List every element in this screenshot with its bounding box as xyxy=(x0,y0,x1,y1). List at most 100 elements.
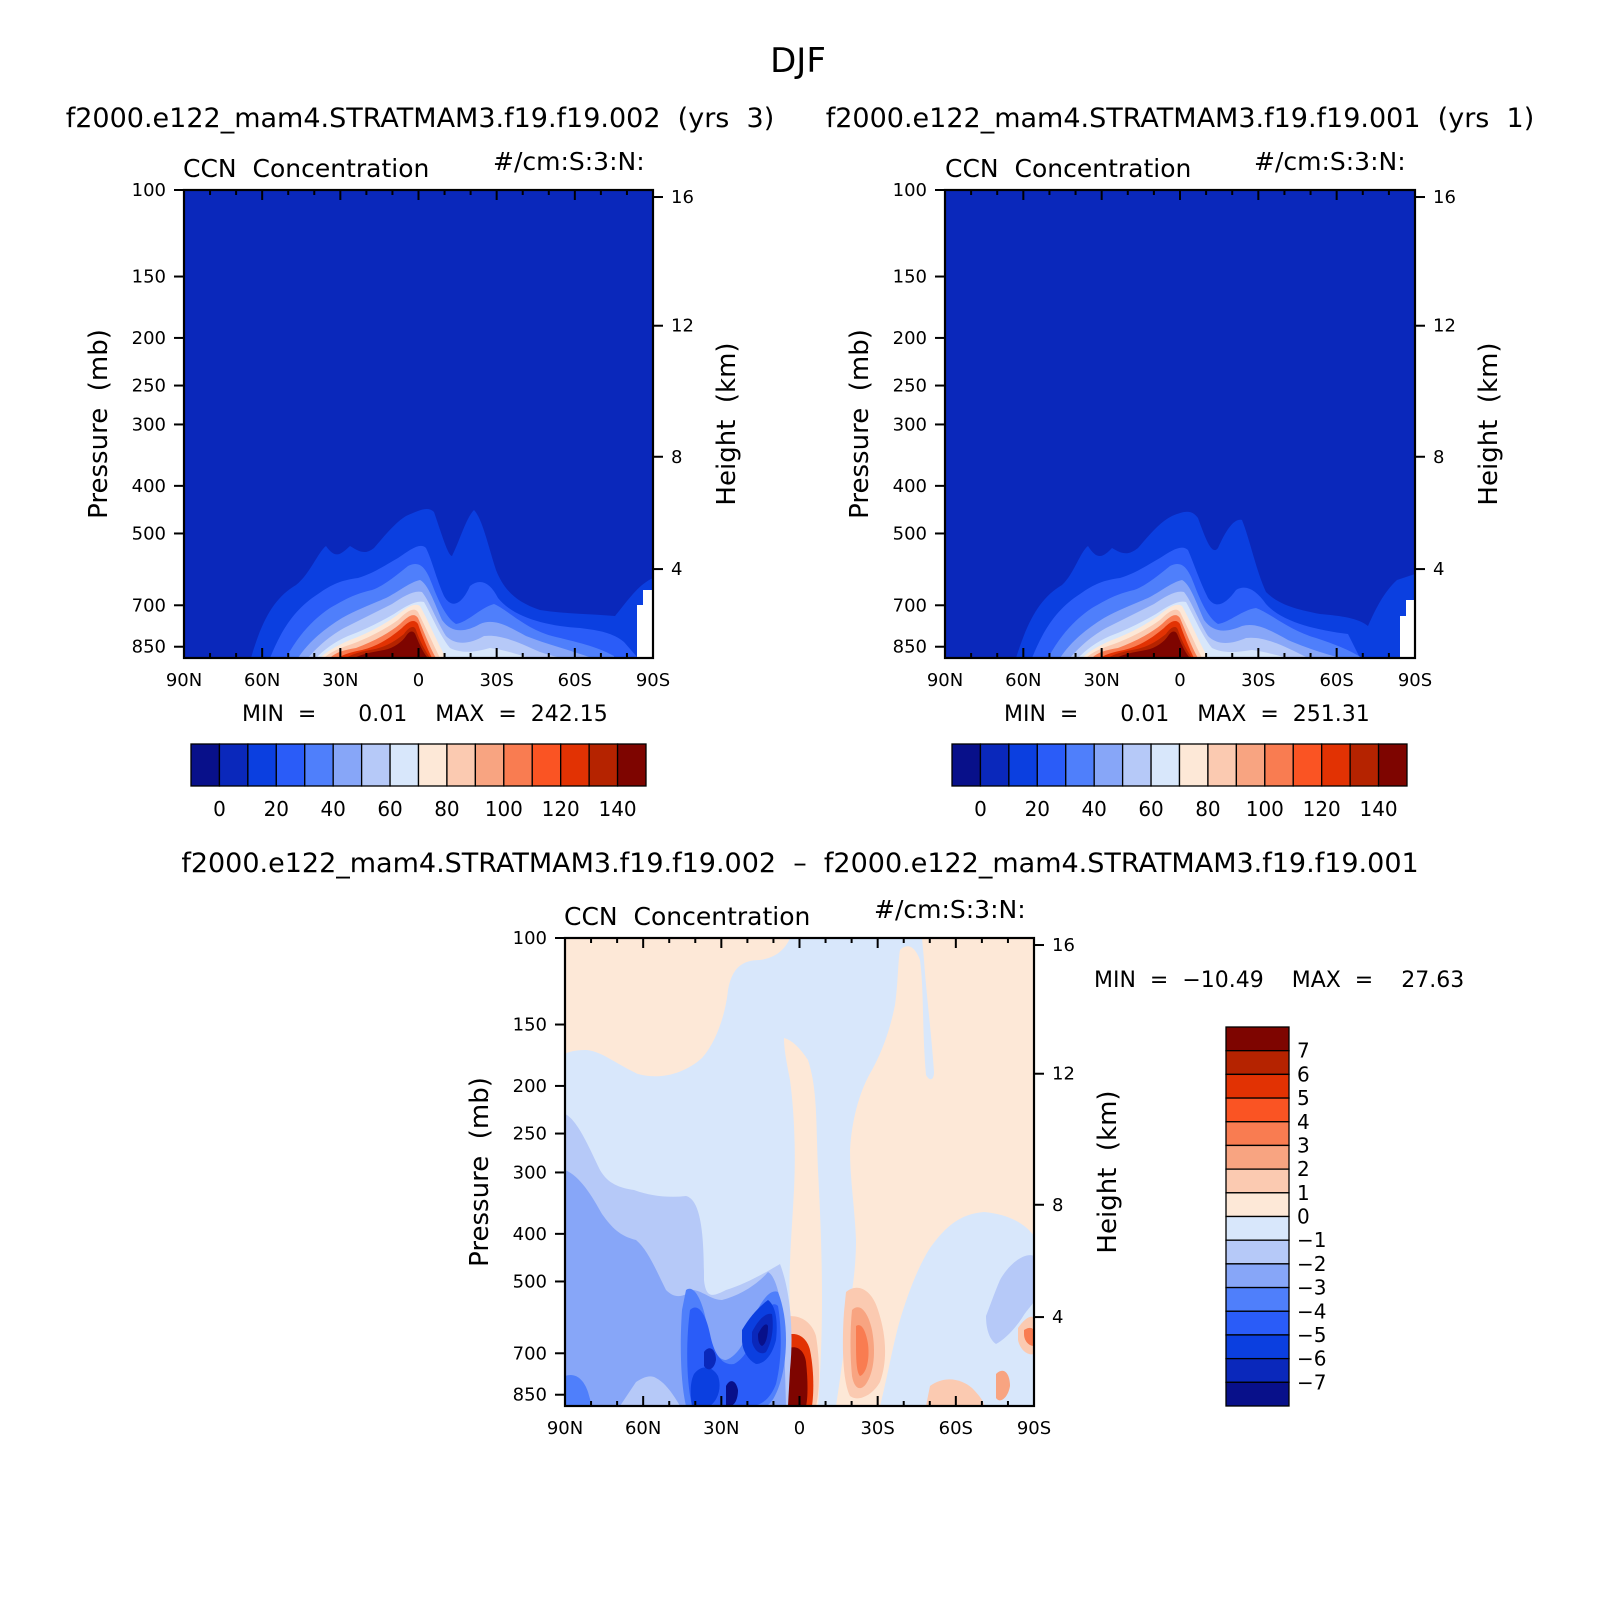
contour-pos-left-upper xyxy=(565,938,790,1077)
x-tick-label: 60N xyxy=(625,1418,661,1439)
colorbar-swatch xyxy=(1225,1215,1290,1241)
panel-label-right: #/cm:S:3:N: xyxy=(874,895,1026,924)
colorbar-swatch xyxy=(1225,1381,1290,1407)
y2-tick-label: 16 xyxy=(671,187,694,208)
colorbar-label: 20 xyxy=(1025,797,1050,821)
contour-fill-12 xyxy=(354,631,428,658)
colorbar-swatch xyxy=(1036,743,1067,787)
y-axis-title: Pressure (mb) xyxy=(84,329,114,519)
contour-field xyxy=(184,190,653,658)
y-tick-label: 700 xyxy=(132,595,166,616)
colorbar-swatch xyxy=(275,743,306,787)
x-tick-label: 90N xyxy=(166,670,202,691)
y-tick-label: 850 xyxy=(513,1385,547,1406)
colorbar-swatch xyxy=(1225,1026,1290,1052)
y2-tick-label: 16 xyxy=(1433,187,1456,208)
y-axis-title: Pressure (mb) xyxy=(845,329,875,519)
colorbar-swatch xyxy=(190,743,221,787)
colorbar-label: 140 xyxy=(598,797,636,821)
case-title: f2000.e122_mam4.STRATMAM3.f19.f19.002 (y… xyxy=(66,103,775,134)
colorbar-swatch xyxy=(247,743,277,787)
y-tick-label: 400 xyxy=(893,476,927,497)
contour-fill-13 xyxy=(637,590,653,658)
x-tick-label: 90S xyxy=(1398,670,1432,691)
colorbar-swatch xyxy=(1065,743,1095,787)
colorbar-label: 40 xyxy=(320,797,345,821)
y-tick-label: 200 xyxy=(132,328,166,349)
colorbar-swatch xyxy=(1225,1192,1290,1218)
colorbar-swatch xyxy=(218,743,249,787)
colorbar-swatch xyxy=(1235,743,1266,787)
contour-field xyxy=(945,190,1415,658)
colorbar-label: −7 xyxy=(1297,1370,1326,1394)
x-tick-label: 30N xyxy=(703,1418,739,1439)
case-title: f2000.e122_mam4.STRATMAM3.f19.f19.001 (y… xyxy=(826,103,1535,134)
colorbar-swatch xyxy=(1292,743,1323,787)
colorbar-label: 3 xyxy=(1297,1133,1310,1157)
y-tick-label: 100 xyxy=(893,180,927,201)
panel-label-right: #/cm:S:3:N: xyxy=(493,147,645,176)
y-tick-label: 850 xyxy=(893,637,927,658)
contour-pos-right-edge-2 xyxy=(1024,1327,1034,1346)
y2-tick-label: 8 xyxy=(1052,1195,1063,1216)
colorbar-label: 0 xyxy=(1297,1205,1310,1229)
y2-tick-label: 12 xyxy=(671,316,694,337)
y-tick-label: 100 xyxy=(132,180,166,201)
y-tick-label: 700 xyxy=(893,595,927,616)
y-tick-label: 700 xyxy=(513,1343,547,1364)
colorbar-swatch xyxy=(531,743,562,787)
y-tick-label: 500 xyxy=(893,523,927,544)
colorbar-label: 1 xyxy=(1297,1181,1310,1205)
y-tick-label: 500 xyxy=(513,1271,547,1292)
x-tick-label: 90N xyxy=(927,670,963,691)
colorbar-swatch xyxy=(1225,1263,1290,1289)
colorbar-label: 100 xyxy=(1246,797,1284,821)
y-tick-label: 150 xyxy=(513,1015,547,1036)
colorbar-swatch xyxy=(446,743,477,787)
colorbar-swatch xyxy=(1225,1310,1290,1336)
y-tick-label: 250 xyxy=(893,376,927,397)
colorbar-label: 80 xyxy=(434,797,459,821)
panel-label-left: CCN Concentration xyxy=(564,902,810,931)
contour-neg-3b xyxy=(565,1374,592,1406)
y-tick-label: 200 xyxy=(513,1076,547,1097)
colorbar-label: 4 xyxy=(1297,1110,1310,1134)
y-axis: 100 150 200 250 300 400 500 700 850 16 12 8 4 xyxy=(132,180,694,658)
contour-fill-12 xyxy=(1116,631,1190,658)
main-title: DJF xyxy=(770,41,826,81)
y2-tick-label: 8 xyxy=(1433,447,1444,468)
contour-pos-right-lower-3 xyxy=(856,1325,869,1376)
x-tick-label: 60S xyxy=(558,670,592,691)
x-tick-label: 0 xyxy=(794,1418,805,1439)
colorbar-label: 120 xyxy=(542,797,580,821)
colorbar-swatch xyxy=(1093,743,1124,787)
colorbar-label: −3 xyxy=(1297,1276,1326,1300)
x-tick-label: 30S xyxy=(1241,670,1275,691)
y-tick-label: 250 xyxy=(132,376,166,397)
y2-axis-title: Height (km) xyxy=(1474,342,1504,505)
colorbar-swatch xyxy=(360,743,391,787)
x-tick-label: 60N xyxy=(244,670,280,691)
panel-label-left: CCN Concentration xyxy=(183,154,429,183)
contour-neg-1b xyxy=(986,1255,1034,1344)
colorbar-swatch xyxy=(1150,743,1181,787)
contour-neg-7b xyxy=(726,1381,738,1406)
colorbar-label: 120 xyxy=(1303,797,1341,821)
colorbar-label: 20 xyxy=(264,797,289,821)
y-tick-label: 500 xyxy=(132,523,166,544)
colorbar-label: 2 xyxy=(1297,1157,1310,1181)
contour-field xyxy=(565,938,1034,1406)
colorbar-swatch xyxy=(1225,1286,1290,1312)
y-tick-label: 200 xyxy=(893,328,927,349)
colorbar-swatch xyxy=(979,743,1010,787)
y2-tick-label: 16 xyxy=(1052,935,1075,956)
colorbar-swatch xyxy=(951,743,982,787)
colorbar-swatch xyxy=(1349,743,1380,787)
colorbar-label: 80 xyxy=(1195,797,1220,821)
colorbar-label: 60 xyxy=(377,797,402,821)
contour-neg-2 xyxy=(565,1170,786,1406)
y-tick-label: 250 xyxy=(513,1124,547,1145)
y-tick-label: 150 xyxy=(132,267,166,288)
colorbar-swatch xyxy=(1225,1239,1290,1265)
